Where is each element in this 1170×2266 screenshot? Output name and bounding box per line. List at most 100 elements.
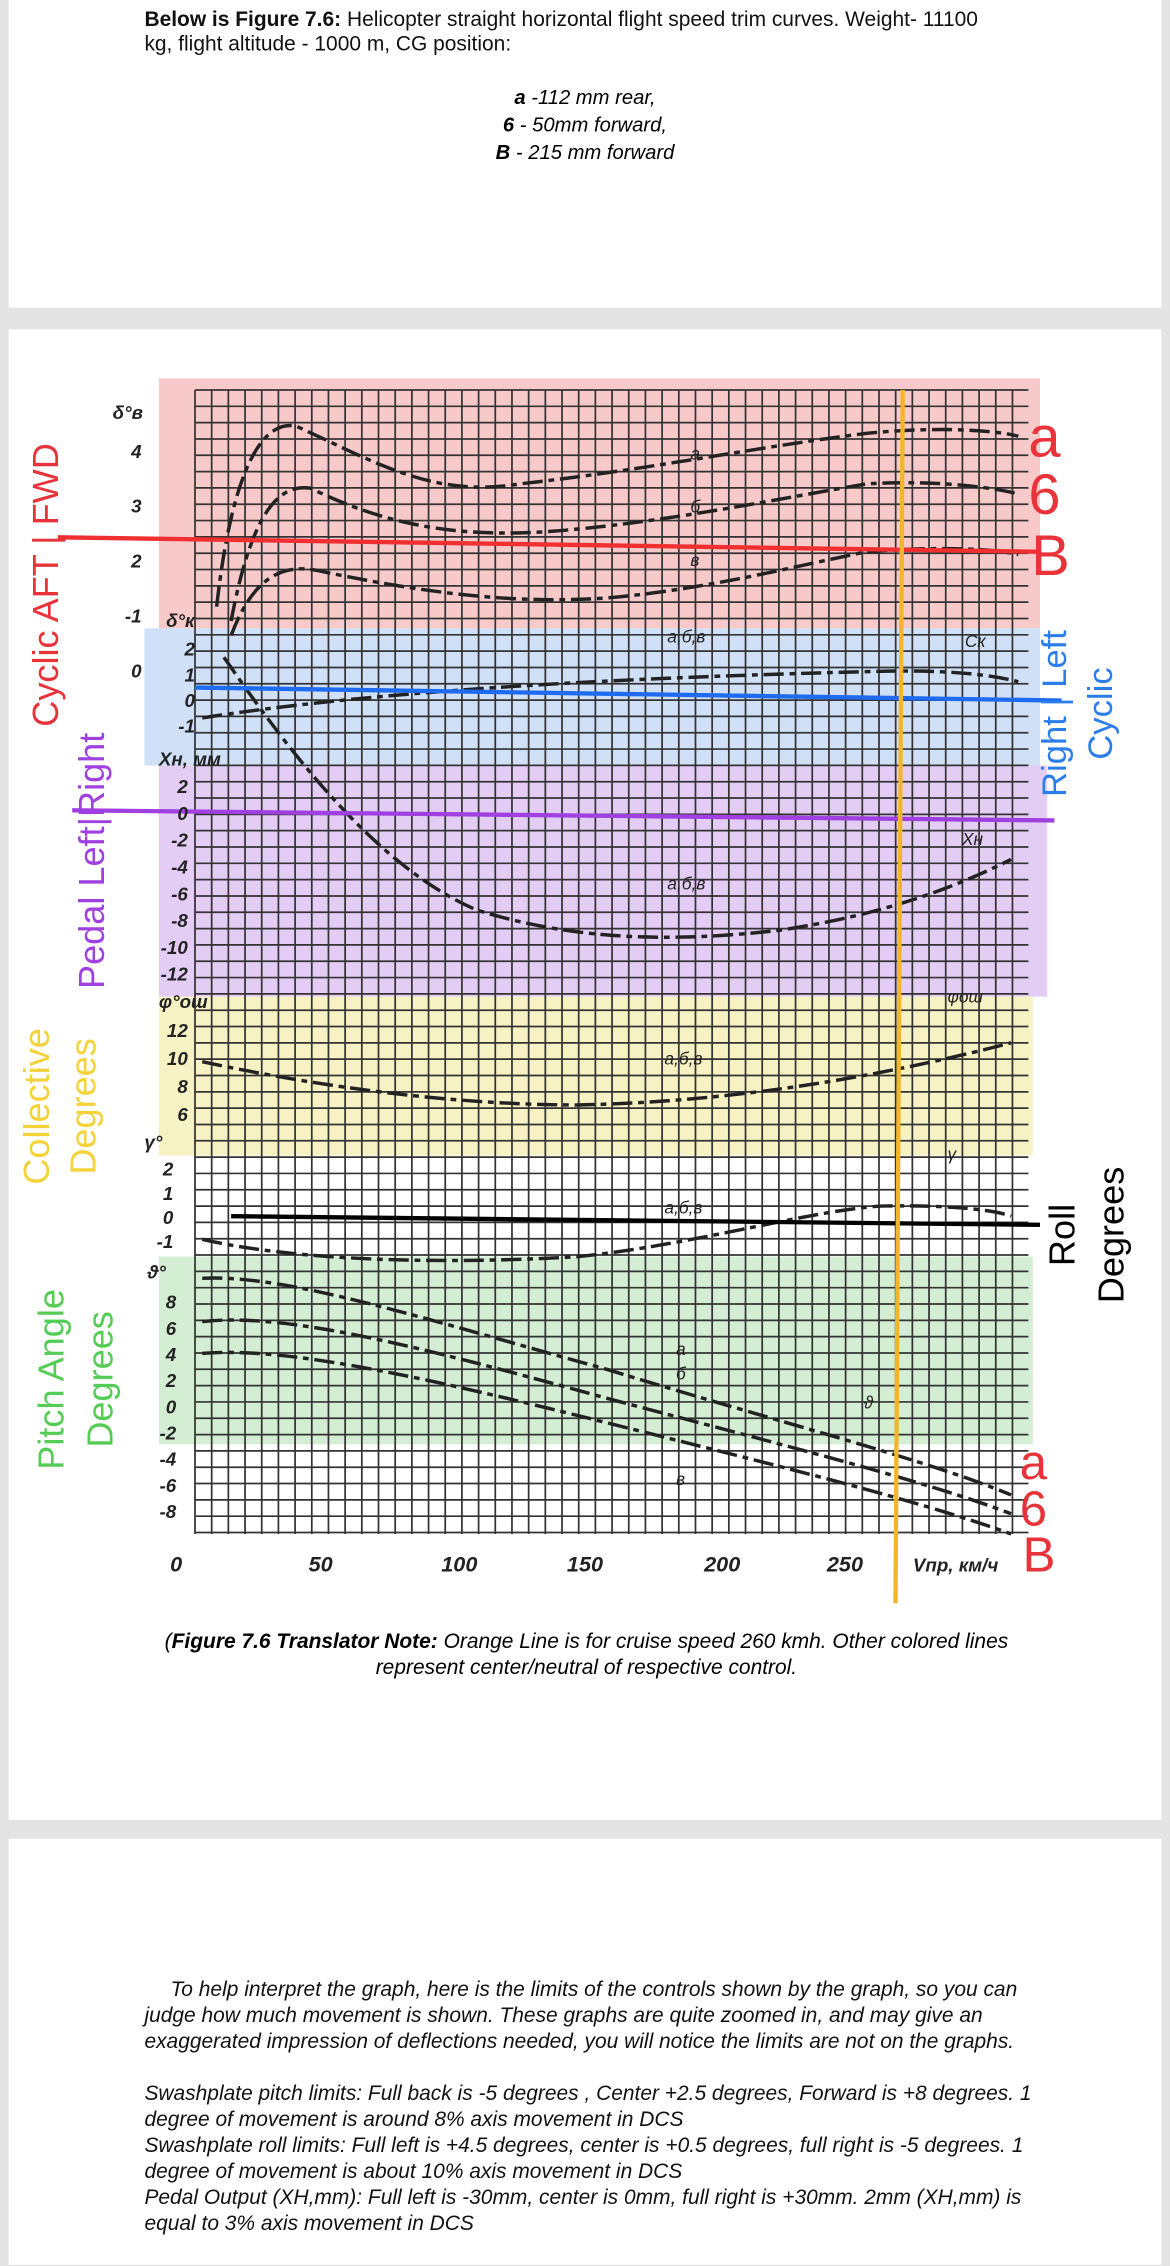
annotation: Degrees (1091, 1167, 1132, 1304)
cruise-line (893, 389, 905, 1604)
y-tick-label: 1 (185, 664, 195, 685)
curve-label: б (690, 497, 701, 517)
cg-list: a -112 mm rear, 6 - 50mm forward, B - 21… (9, 84, 1162, 166)
annotation: Right | Left (1036, 630, 1074, 797)
intro: Below is Figure 7.6: Helicopter straight… (144, 9, 1011, 58)
notes-panel: To help interpret the graph, here is the… (8, 1838, 1162, 2265)
annotation: Pedal Left|Right (71, 733, 112, 989)
x-axis-label: Vпр, км/ч (913, 1555, 998, 1576)
figure: 0 50 100 150 200 250 Vпр, км/чδ°в432-10δ°к210-… (16, 378, 1132, 1604)
y-tick-label: 0 (163, 1207, 174, 1228)
cg-item: a -112 mm rear, (9, 84, 1162, 111)
y-tick-label: 6 (166, 1318, 177, 1339)
limit: Pedal Output (XH,mm): Full left is -30mm… (144, 2186, 1022, 2236)
curve-theta-v (202, 1350, 1012, 1536)
limit: Swashplate pitch limits: Full back is -5… (144, 2082, 1032, 2132)
cg-text: -112 mm rear, (525, 85, 656, 109)
intro-bold: Below is Figure 7.6: (144, 8, 342, 32)
x-tick-label: 0 (170, 1552, 182, 1577)
caption: (Figure 7.6 Translator Note: Orange Line… (153, 1629, 1020, 1681)
annotation: Degrees (62, 1038, 103, 1175)
neutral-roll (231, 1214, 1040, 1228)
annotation: Cyclic AFT | FWD (25, 443, 66, 727)
y-tick-label: 8 (177, 1076, 188, 1097)
y-tick-label: 2 (130, 551, 142, 572)
y-tick-label: 0 (177, 803, 188, 824)
y-tick-label: -6 (171, 883, 188, 904)
curve-label: ϑ (864, 1392, 874, 1412)
cg-label: 6 (1028, 463, 1060, 527)
caption-bold: Figure 7.6 Translator Note: (171, 1630, 438, 1654)
curve-a (214, 423, 1019, 607)
cg-item: 6 - 50mm forward, (9, 111, 1162, 138)
cg-key: B (495, 140, 511, 164)
curve-label: Cк (965, 631, 987, 651)
curve-label: б (676, 1363, 687, 1383)
y-tick-label: -1 (178, 715, 195, 736)
y-tick-label: -1 (157, 1231, 174, 1252)
curve-label: Хн (961, 829, 984, 849)
annotation: Collective (16, 1028, 57, 1185)
figure-panel: 0 50 100 150 200 250 Vпр, км/ч δ°в 4 3 2 -1 0 δ°к 2 1 0-… (8, 329, 1162, 1820)
curve-ck (201, 669, 1019, 720)
annotation: Roll (1042, 1204, 1083, 1266)
intro-text: Helicopter straight horizontal flight sp… (144, 8, 978, 57)
curve-label: а (676, 1339, 686, 1359)
y-tick-label: 0 (185, 690, 196, 711)
y-tick-label: 2 (184, 639, 196, 660)
cg-label: a (1020, 1436, 1048, 1490)
curve-label: а,б,в (664, 1197, 702, 1217)
limit: Swashplate roll limits: Full left is +4.… (144, 2134, 1024, 2184)
curve-phi (201, 1041, 1012, 1107)
annotation: Pitch Angle (31, 1289, 72, 1470)
y-group-title: φ°ош (159, 991, 208, 1012)
y-tick-label: -8 (160, 1501, 177, 1522)
x-tick-label: 150 (567, 1552, 603, 1577)
y-group-title: γ° (144, 1131, 162, 1152)
curve-xh (222, 656, 1012, 939)
curve-label: φош (948, 986, 984, 1006)
labels: 0 50 100 150 200 250 Vпр, км/чδ°в432-10δ°к210-… (16, 402, 1132, 1583)
cg-key: a (514, 85, 526, 109)
cg-label: 6 (1020, 1482, 1047, 1536)
neutral-cyclic-lat (194, 685, 1062, 703)
cg-label: B (1031, 524, 1070, 588)
curve-label: а,б,в (664, 1049, 702, 1069)
y-tick-label: -2 (171, 830, 188, 851)
y-tick-label: 4 (130, 441, 142, 462)
neutral-pedal (72, 808, 1055, 823)
y-tick-label: 3 (131, 496, 142, 517)
y-tick-label: 2 (162, 1159, 174, 1180)
cg-key: 6 (502, 112, 515, 136)
y-group-title: ϑ° (146, 1261, 166, 1282)
annotation: Degrees (80, 1311, 121, 1448)
y-group-title: Хн, мм (158, 749, 221, 770)
curve-label: а,б,в (667, 874, 705, 894)
y-tick-label: 0 (131, 660, 142, 681)
cg-text: - 215 mm forward (510, 140, 675, 164)
curve-theta-b (202, 1318, 1012, 1516)
x-tick-label: 200 (703, 1552, 740, 1577)
y-tick-label: -1 (125, 606, 142, 627)
notes-intro: To help interpret the graph, here is the… (144, 1978, 1018, 2054)
curve-theta-a (202, 1276, 1012, 1497)
curve-label: а (690, 443, 700, 463)
y-tick-label: 10 (167, 1048, 188, 1069)
y-tick-label: -6 (160, 1475, 177, 1496)
y-tick-label: -4 (160, 1449, 177, 1470)
y-tick-label: 1 (163, 1183, 173, 1204)
curve-label: в (676, 1469, 685, 1489)
neutral-cyclic-long (57, 535, 1040, 554)
y-tick-label: -8 (171, 910, 188, 931)
y-tick-label: 8 (166, 1292, 177, 1313)
intro-panel: Below is Figure 7.6: Helicopter straight… (8, 0, 1162, 308)
y-tick-label: 6 (177, 1104, 188, 1125)
x-tick-label: 50 (309, 1552, 333, 1577)
x-tick-label: 250 (826, 1552, 863, 1577)
curve-b (229, 481, 1019, 622)
y-tick-label: 4 (165, 1344, 177, 1365)
caption-open: ( (164, 1630, 172, 1654)
curve-label: в (690, 550, 699, 570)
